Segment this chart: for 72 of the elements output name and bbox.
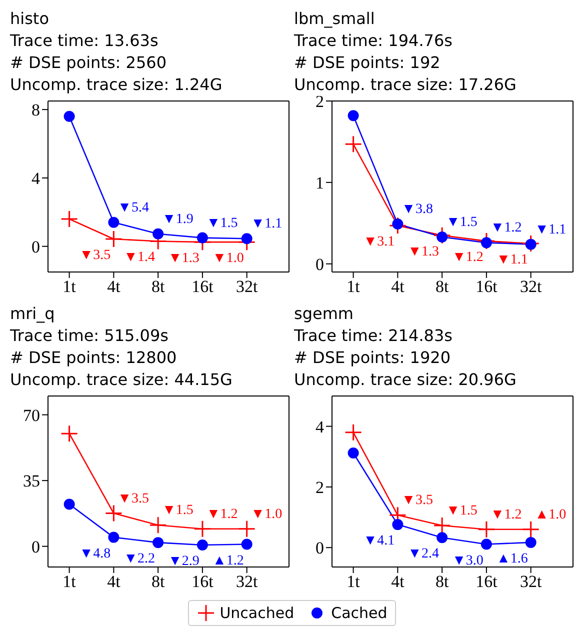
annotation: ▼1.2 [490,220,522,236]
x-tick-label: 1t [62,572,76,592]
chart-title: histo [10,8,50,30]
x-tick-label: 1t [62,277,76,296]
x-tick-label: 4t [107,277,121,296]
x-tick-label: 16t [476,572,498,592]
y-tick-label: 4 [316,417,324,436]
y-tick-label: 0 [316,254,324,274]
x-tick-label: 4t [391,572,405,592]
y-tick-label: 70 [23,406,40,425]
x-tick-label: 32t [520,277,542,296]
x-tick-label: 8t [151,277,165,296]
annotation: ▲1.0 [534,507,566,522]
x-tick-label: 8t [435,572,449,592]
annotation: ▼2.9 [168,554,200,570]
y-tick-label: 4 [32,168,40,188]
y-tick-label: 0 [316,538,324,558]
annotation: ▼3.8 [402,202,434,217]
x-tick-label: 4t [107,572,121,592]
x-tick-label: 16t [192,277,214,296]
chart-title: lbm_small [294,8,376,30]
annotation: ▼1.2 [452,250,484,266]
annotation: ▼3.5 [79,248,111,263]
annotation: ▼1.1 [496,252,528,268]
y-tick-label: 1 [316,173,324,192]
annotation: ▼3.1 [363,234,395,250]
legend-label: Uncached [218,604,294,622]
annotation: ▼1.3 [408,244,440,260]
annotation: ▼1.1 [534,222,566,238]
annotation: ▼3.5 [118,491,150,506]
chart-subtitle: Trace time: 515.09s # DSE points: 12800 Uncomp. trace size: 44.15G [10,325,234,391]
annotation: ▼1.0 [212,251,244,266]
annotation: ▼1.2 [490,507,522,522]
x-tick-label: 32t [520,572,542,592]
chart-subtitle: Trace time: 13.63s # DSE points: 2560 Uncomp. trace size: 1.24G [10,30,224,96]
annotation: ▼1.5 [162,503,194,518]
x-tick-label: 32t [236,572,258,592]
annotation: ▼1.4 [124,250,156,266]
annotation: ▼3.0 [452,553,484,568]
annotation: ▼4.8 [79,546,111,562]
y-tick-label: 0 [32,537,40,556]
x-tick-label: 8t [435,277,449,296]
annotation: ▼1.5 [206,216,238,231]
annotation: ▼2.4 [408,546,440,562]
x-tick-label: 4t [391,277,405,296]
x-tick-label: 1t [346,277,360,296]
annotation: ▼1.5 [446,503,478,518]
y-tick-label: 2 [316,478,324,497]
annotation: ▲1.6 [496,551,528,566]
annotation: ▼1.9 [162,212,194,227]
y-tick-label: 8 [32,100,40,120]
x-tick-label: 8t [151,572,165,592]
annotation: ▼1.3 [168,251,200,266]
x-tick-label: 32t [236,277,258,296]
annotation: ▼3.5 [402,493,434,508]
annotation: ▼1.5 [446,214,478,230]
annotation: ▲1.2 [212,553,244,568]
y-tick-label: 35 [23,472,40,491]
x-tick-label: 16t [476,277,498,296]
legend-label: Cached [330,604,388,622]
annotation: ▼1.2 [206,506,238,522]
annotation: ▼1.1 [250,216,282,232]
chart-title: mri_q [10,303,56,325]
y-tick-label: 0 [32,237,40,256]
chart-title: sgemm [294,303,355,325]
x-tick-label: 1t [346,572,360,592]
annotation: ▼2.2 [124,552,156,567]
annotation: ▼5.4 [118,200,150,216]
annotation: ▼1.0 [250,506,282,522]
chart-subtitle: Trace time: 214.83s # DSE points: 1920 Uncomp. trace size: 20.96G [294,325,518,391]
x-tick-label: 16t [192,572,214,592]
annotation: ▼4.1 [363,534,395,549]
